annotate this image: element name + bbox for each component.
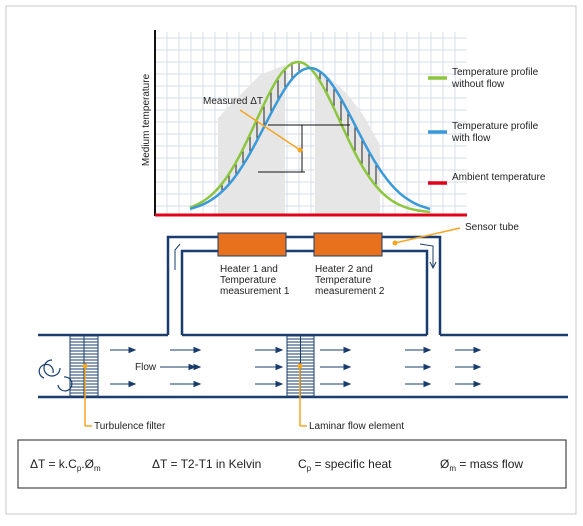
leader-dot (82, 363, 88, 369)
heater-label: Heater 1 and (220, 264, 278, 275)
heater-label: Temperature (220, 275, 277, 286)
formula-text: ΔT = k.C (30, 457, 77, 471)
annotation: Measured ΔT (203, 96, 263, 107)
formula-text: .Ø (81, 457, 94, 471)
formula-text: C (298, 457, 307, 471)
subscript: m (449, 464, 456, 473)
sensor-tube (166, 235, 442, 335)
arrow-head (423, 346, 432, 354)
shade (315, 70, 380, 215)
arrow-head (128, 380, 137, 388)
arrow-head (473, 380, 482, 388)
arrow-head (275, 346, 284, 354)
heater (217, 232, 287, 257)
turbulence-icon (38, 359, 73, 392)
legend-label: without flow (451, 79, 505, 90)
turbulence-label: Turbulence filter (94, 421, 166, 432)
tube-arrows (174, 243, 437, 270)
arrow-head (275, 363, 284, 371)
formula-text: = specific heat (311, 457, 392, 471)
arrow-head (275, 380, 284, 388)
heater-label: Heater 2 and (315, 264, 373, 275)
leader-dot (392, 240, 398, 246)
main-pipe (38, 333, 568, 399)
arrow-head (423, 363, 432, 371)
arrow-head (473, 363, 482, 371)
formula: ΔT = k.Cp.Øm (30, 457, 101, 473)
subscript: p (77, 464, 82, 473)
flow-arrows (110, 346, 482, 388)
laminar-label: Laminar flow element (309, 421, 404, 432)
frame (5, 5, 577, 515)
formula: Øm = mass flow (440, 457, 523, 473)
leader-dot (297, 363, 303, 369)
y-axis-label: Medium temperature (141, 73, 152, 166)
formulas: ΔT = k.Cp.Øm ΔT = T2-T1 in Kelvin Cp = spe… (30, 457, 523, 473)
legend-label: Temperature profile (452, 121, 539, 132)
heater-label: measurement 2 (315, 286, 385, 297)
arrow-head (343, 363, 352, 371)
curve-flow (189, 66, 431, 211)
arrow-head (193, 363, 202, 371)
heater-label: Temperature (315, 275, 372, 286)
heater-label: measurement 1 (220, 286, 290, 297)
flow-label: Flow (135, 362, 157, 373)
subscript: p (307, 464, 312, 473)
sensor-label: Sensor tube (465, 222, 519, 233)
heater (313, 232, 383, 257)
legend-label: Ambient temperature (452, 172, 546, 183)
formula-text: Ø (440, 457, 449, 471)
formula-text: ΔT = T2-T1 in Kelvin (152, 457, 261, 471)
arrow-head (423, 380, 432, 388)
legend-label: with flow (451, 133, 491, 144)
leader (394, 227, 461, 244)
subscript: m (94, 464, 101, 473)
formula-text: = mass flow (456, 457, 523, 471)
legend-label: Temperature profile (452, 67, 539, 78)
formula: Cp = specific heat (298, 457, 392, 473)
arrow-head (473, 346, 482, 354)
arrow-head (128, 346, 137, 354)
arrow-head (343, 380, 352, 388)
arrow-head (343, 346, 352, 354)
formula-box (17, 439, 567, 489)
arrow-head (193, 346, 202, 354)
leader (239, 109, 301, 151)
leader-dot (297, 147, 303, 153)
leaders (84, 366, 307, 427)
formula: ΔT = T2-T1 in Kelvin (152, 457, 261, 471)
arrow-head (193, 380, 202, 388)
